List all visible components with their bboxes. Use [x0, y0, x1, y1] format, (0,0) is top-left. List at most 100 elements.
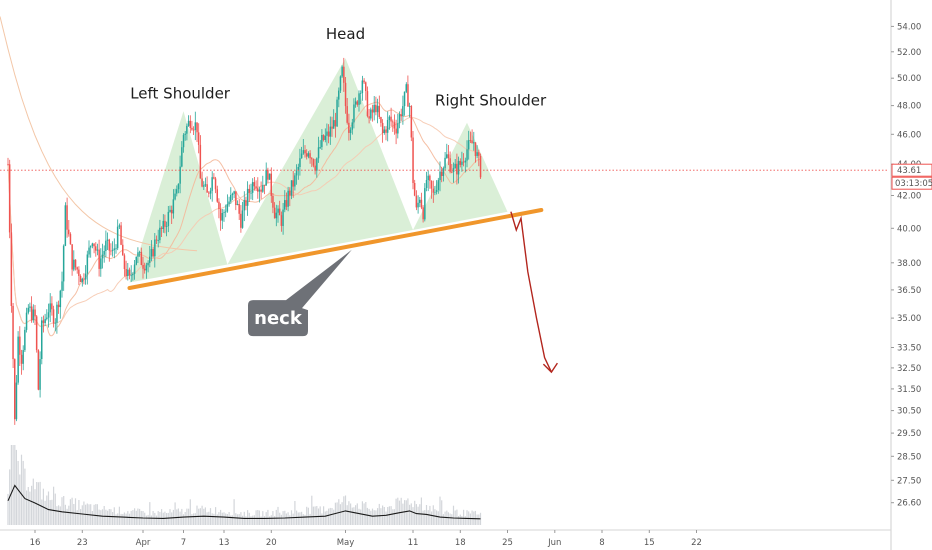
candle-body — [435, 190, 438, 192]
candle-body — [174, 193, 176, 200]
candle-body — [479, 156, 482, 178]
candle-body — [444, 157, 446, 169]
candle-body — [462, 161, 465, 163]
candle-body — [98, 249, 100, 269]
candle-body — [331, 126, 333, 129]
candle-body — [186, 125, 188, 134]
time-tick-label: 11 — [408, 538, 419, 548]
price-tick-label: 46.00 — [897, 130, 921, 140]
time-axis[interactable]: 16 23 Apr 7 13 20 May 11 18 25 Jun 8 15 22 — [0, 529, 891, 548]
candle-body — [368, 116, 370, 119]
price-tick-label: 36.50 — [897, 286, 921, 296]
candle-body — [106, 239, 109, 241]
candle-body — [358, 93, 360, 105]
candle-body — [101, 254, 104, 259]
price-axis[interactable]: 54.0052.0050.0048.0046.0044.0042.0040.00… — [890, 0, 921, 550]
time-tick-label: 22 — [691, 538, 702, 548]
candle-body — [89, 246, 92, 248]
candle-body — [329, 126, 332, 137]
candle-body — [268, 173, 271, 180]
candle-body — [420, 199, 423, 208]
candle-body — [120, 225, 122, 245]
candle-body — [56, 304, 58, 323]
candle-body — [457, 160, 460, 175]
candle-body — [61, 281, 63, 291]
candle-body — [93, 243, 95, 247]
candle-body — [78, 269, 80, 276]
candle-body — [105, 240, 107, 251]
candle-body — [160, 227, 163, 229]
candle-body — [354, 101, 357, 105]
candle-body — [132, 273, 134, 276]
candle-body — [209, 190, 212, 194]
projection-arrow — [510, 211, 553, 373]
current-price-tag — [891, 163, 932, 177]
candle-body — [246, 188, 249, 206]
candle-body — [365, 82, 367, 91]
candle-body — [145, 265, 148, 271]
candle-body — [392, 121, 394, 123]
candle-body — [49, 303, 51, 313]
candle-body — [179, 166, 181, 184]
time-tick-label: Jun — [547, 538, 561, 548]
candle-body — [241, 210, 244, 228]
candle-body — [115, 248, 117, 250]
candle-body — [149, 256, 151, 263]
candle-body — [214, 178, 217, 190]
candle-body — [386, 120, 389, 133]
candle-body — [344, 82, 347, 107]
candle-body — [398, 114, 401, 124]
pattern-triangle-left-shoulder — [129, 111, 228, 283]
candle-body — [84, 273, 87, 280]
candle-body — [424, 188, 426, 220]
pattern-triangle-head — [227, 58, 413, 265]
candle-body — [258, 189, 261, 192]
candle-body — [30, 306, 33, 321]
candle-body — [312, 159, 315, 166]
candle-body — [83, 278, 85, 280]
candle-body — [474, 142, 477, 156]
candle-body — [343, 66, 345, 83]
price-tick-label: 30.50 — [897, 407, 921, 417]
candle-body — [295, 170, 298, 176]
candle-body — [429, 175, 431, 181]
candle-body — [133, 264, 136, 274]
price-tick-label: 29.50 — [897, 429, 921, 439]
candle-body — [464, 160, 467, 163]
price-tick-label: 52.00 — [897, 48, 921, 58]
candle-body — [473, 142, 475, 144]
candle-body — [52, 309, 55, 324]
time-tick-label: 20 — [266, 538, 277, 548]
candle-body — [304, 150, 306, 154]
price-tick-label: 48.00 — [897, 102, 921, 112]
candle-body — [311, 158, 313, 160]
neckline — [127, 208, 544, 290]
candle-body — [447, 154, 450, 159]
candle-body — [71, 244, 73, 270]
candle-body — [292, 180, 294, 187]
time-tick-label: Apr — [136, 538, 151, 548]
price-tick-label: 28.50 — [897, 452, 921, 462]
candle-body — [348, 122, 350, 133]
candle-body — [285, 200, 288, 207]
candle-body — [159, 227, 161, 241]
price-tick-label: 50.00 — [897, 74, 921, 84]
neck-callout-label: neck — [254, 308, 303, 329]
time-tick-label: 7 — [181, 538, 186, 548]
pattern-annotations: Left Shoulder Head Right Shoulder — [130, 25, 547, 110]
candle-body — [187, 120, 190, 126]
candle-body — [359, 93, 362, 94]
candle-body — [69, 234, 72, 245]
candle-timer-tag — [891, 176, 932, 190]
candle-body — [410, 106, 413, 138]
candle-body — [383, 129, 386, 133]
candle-body — [95, 246, 97, 251]
price-tags: 43.61 03:13:05 — [891, 163, 932, 190]
candle-body — [154, 239, 156, 257]
candle-body — [14, 359, 16, 420]
time-tick-label: 16 — [30, 538, 41, 548]
projection-arrow-head — [542, 362, 558, 374]
candle-body — [113, 248, 116, 250]
candle-body — [425, 180, 428, 188]
candle-body — [44, 318, 46, 323]
